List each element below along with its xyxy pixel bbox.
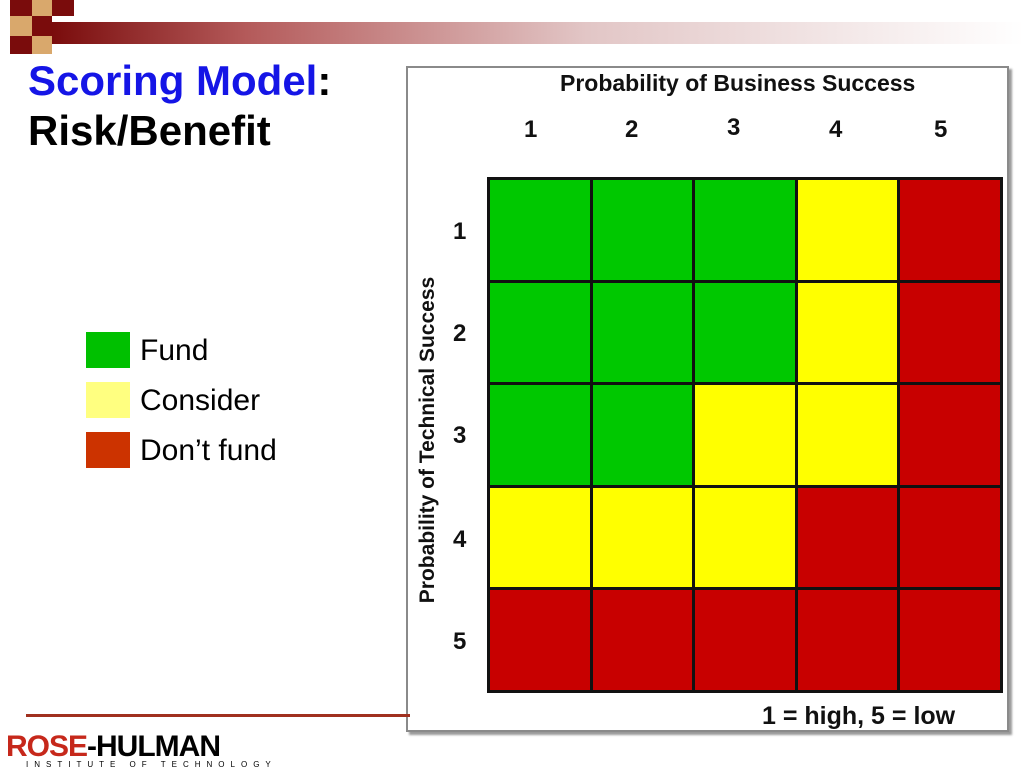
grid-cell-r4-c3 xyxy=(695,487,795,588)
grid-cell-r5-c1 xyxy=(490,590,590,690)
grid-cell-r1-c5 xyxy=(900,180,1000,280)
grid-cell-r3-c5 xyxy=(900,385,1000,485)
column-label-2: 2 xyxy=(625,116,639,143)
title-colon: : xyxy=(317,57,332,104)
legend-swatch-fund xyxy=(86,332,130,368)
grid-cell-r3-c1 xyxy=(490,385,590,485)
grid-cell-r4-c5 xyxy=(900,487,1000,588)
footer-divider xyxy=(26,714,410,717)
grid-cell-r3-c3 xyxy=(695,385,795,485)
grid-cell-r2-c1 xyxy=(490,282,590,383)
grid-cell-r2-c5 xyxy=(900,282,1000,383)
grid-cell-r4-c1 xyxy=(490,487,590,588)
row-label-2: 2 xyxy=(453,320,467,347)
row-label-1: 1 xyxy=(453,218,467,245)
logo-word-rose: ROSE xyxy=(6,730,88,763)
title-part-2: Risk/Benefit xyxy=(28,107,271,154)
y-axis-title: Probability of Technical Success xyxy=(416,276,439,604)
grid-cell-r3-c2 xyxy=(592,385,693,485)
legend-swatch-dont-fund xyxy=(86,432,130,468)
logo-word-hulman: -HULMAN xyxy=(87,730,221,763)
column-label-4: 4 xyxy=(829,116,843,143)
x-axis-title: Probability of Business Success xyxy=(560,70,916,96)
grid-cell-r4-c4 xyxy=(797,487,898,588)
grid-cell-r1-c1 xyxy=(490,180,590,280)
grid-cell-r2-c4 xyxy=(797,282,898,383)
slide-title: Scoring Model: Risk/Benefit xyxy=(28,56,331,156)
grid-cell-r5-c5 xyxy=(900,590,1000,690)
grid-cell-r1-c2 xyxy=(592,180,693,280)
column-label-3: 3 xyxy=(727,114,741,141)
grid-cell-r3-c4 xyxy=(797,385,898,485)
grid-cell-r5-c4 xyxy=(797,590,898,690)
rose-hulman-logo: ROSE-HULMAN INSTITUTE OF TECHNOLOGY xyxy=(6,732,277,769)
grid-cell-r1-c3 xyxy=(695,180,795,280)
grid-cell-r2-c3 xyxy=(695,282,795,383)
row-label-5: 5 xyxy=(453,628,467,655)
title-part-1: Scoring Model xyxy=(28,57,318,104)
legend-swatch-consider xyxy=(86,382,130,418)
grid-cell-r5-c3 xyxy=(695,590,795,690)
grid-cell-r4-c2 xyxy=(592,487,693,588)
logo-subtitle: INSTITUTE OF TECHNOLOGY xyxy=(26,760,277,769)
score-grid xyxy=(487,177,1003,693)
header-bar xyxy=(52,22,1024,44)
legend-label-consider: Consider xyxy=(140,384,261,417)
scale-note: 1 = high, 5 = low xyxy=(762,702,956,730)
row-label-4: 4 xyxy=(453,526,467,553)
legend-label-dont-fund: Don’t fund xyxy=(140,434,277,467)
column-label-5: 5 xyxy=(934,116,948,143)
row-label-3: 3 xyxy=(453,422,467,449)
grid-cell-r2-c2 xyxy=(592,282,693,383)
grid-cell-r5-c2 xyxy=(592,590,693,690)
legend-label-fund: Fund xyxy=(140,334,209,367)
grid-cell-r1-c4 xyxy=(797,180,898,280)
column-label-1: 1 xyxy=(524,116,538,143)
